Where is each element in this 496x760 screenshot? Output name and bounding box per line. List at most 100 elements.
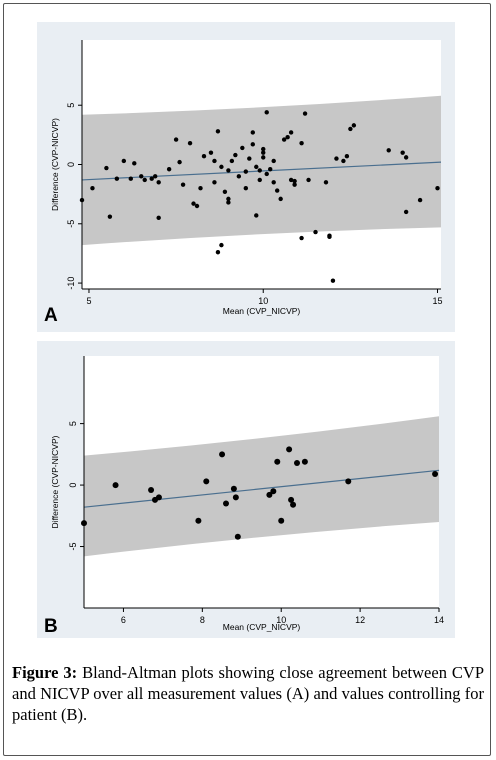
panel-a-data-point: [330, 278, 336, 283]
panel-a-data-point: [104, 165, 109, 171]
panel-b-data-point: [219, 451, 226, 458]
panel-a-data-point: [226, 196, 231, 202]
panel-a-data-point: [254, 164, 259, 170]
panel-a-data-point: [257, 168, 262, 173]
panel-a-data-point: [152, 174, 158, 179]
panel-a-x-axis-label: Mean (CVP_NICVP): [223, 306, 301, 316]
panel-a-data-point: [271, 158, 276, 164]
panel-a-data-point: [219, 242, 224, 248]
panel-a-x-tick-label: 15: [433, 296, 443, 306]
panel-b-data-point: [155, 494, 162, 501]
panel-a-data-point: [288, 130, 294, 135]
panel-b-letter: B: [44, 616, 58, 637]
caption-text: Bland-Altman plots showing close agreeme…: [12, 663, 485, 724]
panel-a-data-point: [302, 111, 308, 116]
panel-a-data-point: [240, 145, 245, 151]
panel-a-data-point: [107, 214, 113, 219]
panel-b-x-tick-label: 12: [355, 615, 365, 625]
panel-b-fit-line: [83, 469, 440, 508]
panel-a-letter: A: [44, 305, 58, 326]
panel-a-y-tick-label: 0: [66, 162, 76, 167]
panel-a-data-point: [194, 203, 200, 209]
panel-a-data-point: [400, 150, 405, 155]
panel-b-data-point: [278, 517, 285, 524]
panel-b-data-point: [232, 494, 239, 501]
panel-b-x-axis-label: Mean (CVP_NICVP): [223, 622, 301, 632]
panel-a-x-tick-label: 10: [258, 296, 268, 306]
panel-a-data-point: [250, 142, 255, 147]
panel-a-data-point: [323, 180, 329, 185]
panel-b-data-point: [432, 471, 439, 478]
panel-a-data-point: [229, 158, 235, 164]
panel-a-data-point: [132, 161, 137, 166]
panel-a-data-point: [156, 215, 161, 221]
panel-b-data-point: [294, 459, 300, 466]
panel-b-data-point: [195, 517, 202, 524]
panel-a-data-point: [212, 158, 217, 164]
panel-a-data-point: [261, 146, 266, 152]
panel-a-data-point: [90, 186, 95, 191]
panel-a-data-point: [292, 182, 297, 187]
panel-b-data-point: [223, 500, 229, 507]
panel-b-confidence-band: [84, 416, 439, 557]
panel-a-data-point: [247, 156, 252, 161]
panel-a-data-point: [121, 158, 127, 164]
panel-b-data-point: [112, 482, 119, 489]
panel-a-data-point: [198, 186, 203, 191]
panel-a-data-point: [250, 130, 255, 135]
panel-a-data-point: [334, 156, 339, 161]
panel-a-data-point: [254, 213, 259, 218]
panel-a-data-point: [341, 158, 346, 164]
panel-b-y-tick-label: 5: [68, 421, 78, 426]
panel-a-data-point: [177, 159, 182, 165]
panel-a-data-point: [191, 201, 196, 206]
panel-b-y-tick-label: 0: [68, 483, 78, 488]
panel-a-data-point: [348, 126, 353, 132]
panel-a-data-point: [417, 197, 423, 203]
panel-b-x-tick-label: 10: [276, 615, 286, 625]
panel-a-data-point: [201, 154, 207, 159]
panel-a-data-point: [299, 235, 304, 241]
panel-a-data-point: [274, 188, 280, 193]
panel-a-data-point: [261, 150, 266, 155]
panel-a-data-point: [435, 186, 440, 191]
panel-a-data-point: [114, 176, 120, 181]
panel-b-data-point: [286, 446, 293, 453]
panel-b-data-point: [288, 496, 295, 503]
panel-a-data-point: [208, 150, 214, 155]
panel-a-data-point: [243, 186, 249, 191]
panel-a-data-point: [344, 154, 350, 159]
panel-a-data-point: [327, 234, 332, 240]
panel-b-data-point: [230, 485, 237, 492]
panel-a-data-point: [292, 178, 297, 184]
panel-a-data-point: [215, 129, 221, 134]
panel-a-data-point: [128, 176, 133, 181]
panel-a-data-point: [351, 123, 357, 128]
panel-a-data-point: [313, 229, 318, 235]
panel-a-data-point: [264, 171, 269, 177]
panel-a-data-point: [156, 180, 161, 185]
panel-a-data-point: [166, 167, 172, 172]
panel-a-data-point: [403, 155, 409, 160]
panel-a-data-point: [139, 174, 144, 179]
panel-b-y-axis-label: Difference (CVP-NICVP): [50, 435, 60, 528]
panel-a-data-point: [226, 168, 231, 173]
panel-b-data-point: [274, 458, 281, 465]
panel-a-data-point: [180, 182, 186, 187]
panel-b-data-point: [301, 458, 308, 465]
panel-a-data-point: [403, 209, 409, 215]
panel-a-data-point: [278, 196, 283, 202]
panel-a-data-point: [271, 180, 276, 185]
panel-b-x-tick-label: 6: [121, 615, 126, 625]
caption-label: Figure 3:: [12, 663, 78, 682]
panel-b-data-point: [148, 486, 155, 493]
panel-b-data-point: [203, 478, 210, 485]
panel-a-data-point: [257, 177, 262, 183]
panel-a-data-point: [299, 140, 304, 146]
panel-a-data-point: [281, 137, 287, 142]
panel-a-data-point: [264, 110, 269, 115]
panel-a-data-point: [149, 176, 154, 181]
panel-a-y-tick-label: -5: [66, 220, 76, 228]
panel-a-data-point: [142, 177, 147, 183]
